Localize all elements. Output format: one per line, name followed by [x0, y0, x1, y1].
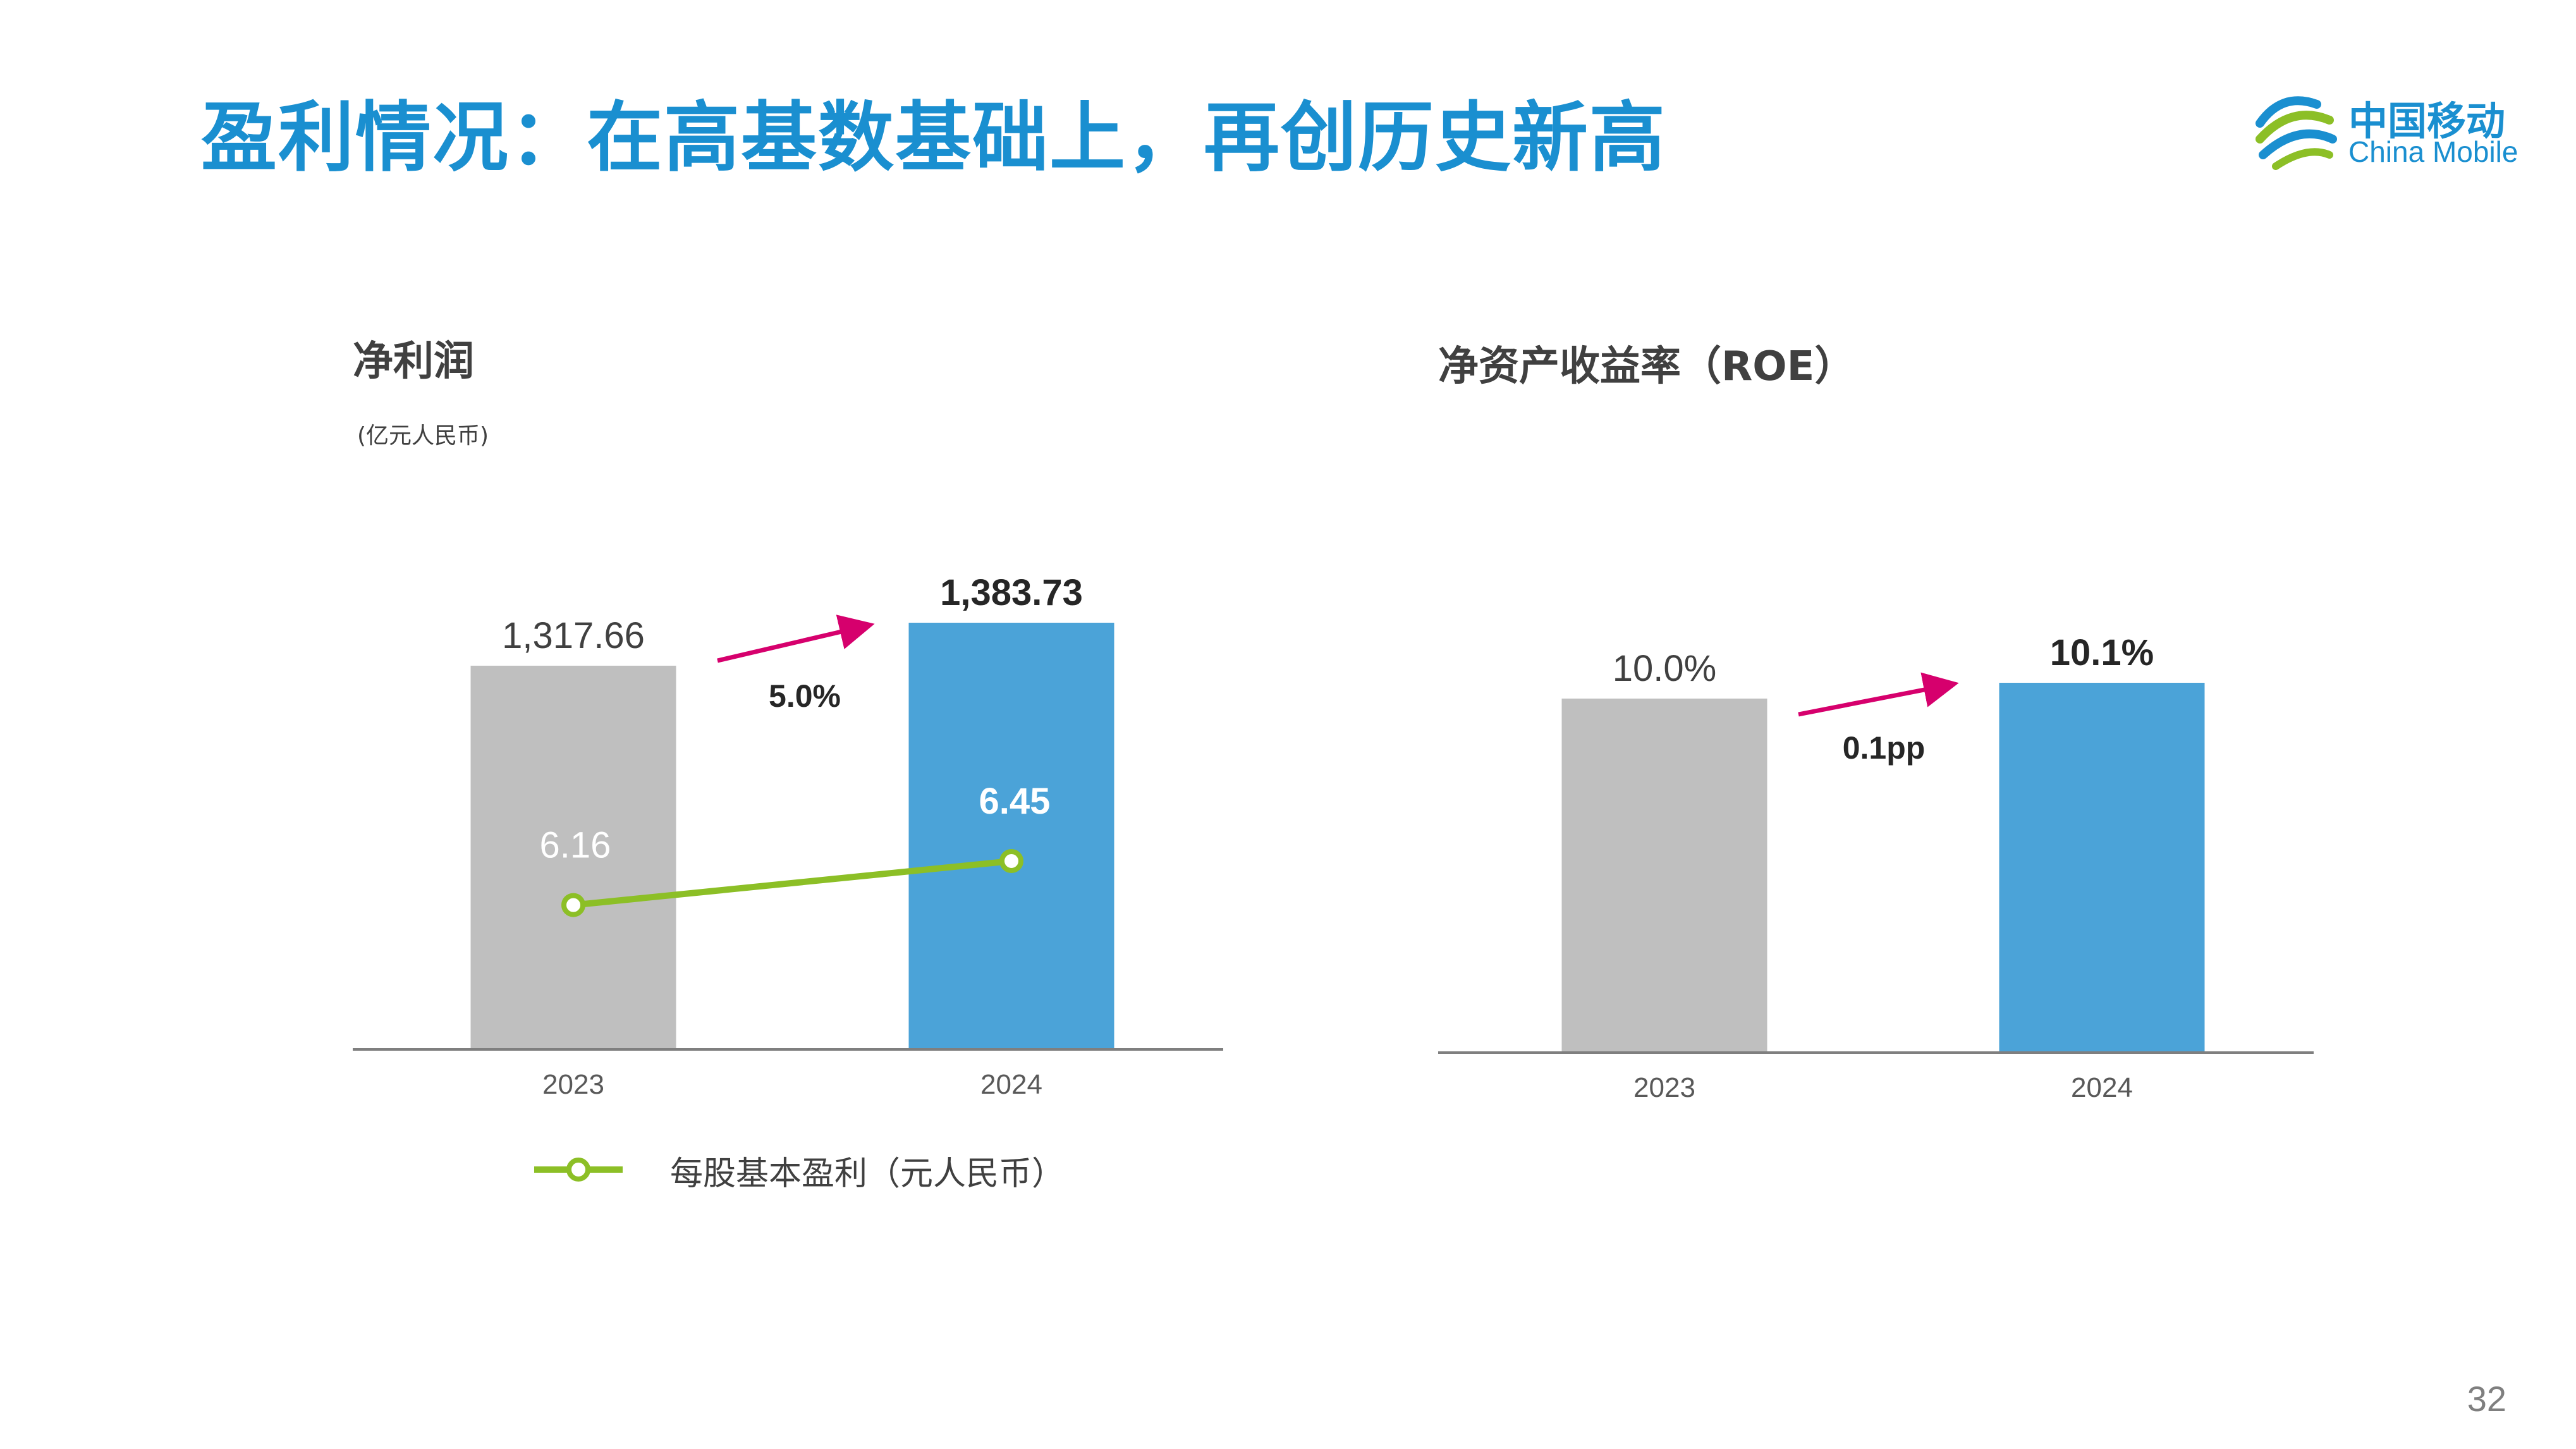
growth-label: 0.1pp: [1843, 730, 1926, 766]
x-tick-label-2024: 2024: [980, 1069, 1042, 1100]
bar-2023: [470, 666, 676, 1049]
bar-value-label-2023: 10.0%: [1613, 648, 1716, 689]
roe-chart-title: 净资产收益率（ROE）: [1438, 343, 1855, 390]
bar-2023: [1561, 699, 1767, 1053]
bar-2024: [1999, 683, 2205, 1053]
eps-point-2024: [999, 849, 1023, 873]
growth-arrow: [717, 614, 875, 663]
x-tick-label-2023: 2023: [542, 1069, 604, 1100]
logo-text-cn: 中国移动: [2348, 98, 2506, 144]
x-tick-label-2024: 2024: [2071, 1072, 2133, 1103]
bar-2024: [908, 623, 1114, 1049]
logo-text-en: China Mobile: [2348, 135, 2518, 168]
growth-label: 5.0%: [769, 678, 841, 714]
net-profit-chart-title: 净利润: [353, 338, 474, 385]
eps-value-label-2024: 6.45: [979, 781, 1051, 822]
china-mobile-logo: 中国移动 China Mobile: [2247, 85, 2518, 174]
net-profit-unit: (亿元人民币): [357, 423, 489, 449]
x-tick-label-2023: 2023: [1633, 1072, 1695, 1103]
bar-value-label-2024: 1,383.73: [940, 572, 1083, 613]
eps-legend-label: 每股基本盈利（元人民币）: [670, 1155, 1065, 1193]
eps-point-2023: [561, 893, 585, 917]
page-number: 32: [2467, 1379, 2506, 1419]
eps-value-label-2023: 6.16: [540, 825, 611, 866]
bar-value-label-2024: 10.1%: [2050, 632, 2154, 673]
net-profit-chart: 1,317.66 2023 1,383.73 2024 5.0% 6.16 6.45: [353, 572, 1223, 1100]
bar-value-label-2023: 1,317.66: [502, 615, 645, 656]
china-mobile-logo-icon: [2256, 96, 2337, 170]
eps-legend-line-icon: [534, 1158, 623, 1182]
eps-line: [573, 858, 1012, 908]
slide-title: 盈利情况：在高基数基础上，再创历史新高: [201, 94, 1666, 182]
eps-legend: 每股基本盈利（元人民币）: [531, 1144, 1100, 1195]
growth-arrow: [1798, 672, 1959, 717]
roe-chart: 10.0% 2023 10.1% 2024 0.1pp: [1438, 632, 2314, 1103]
